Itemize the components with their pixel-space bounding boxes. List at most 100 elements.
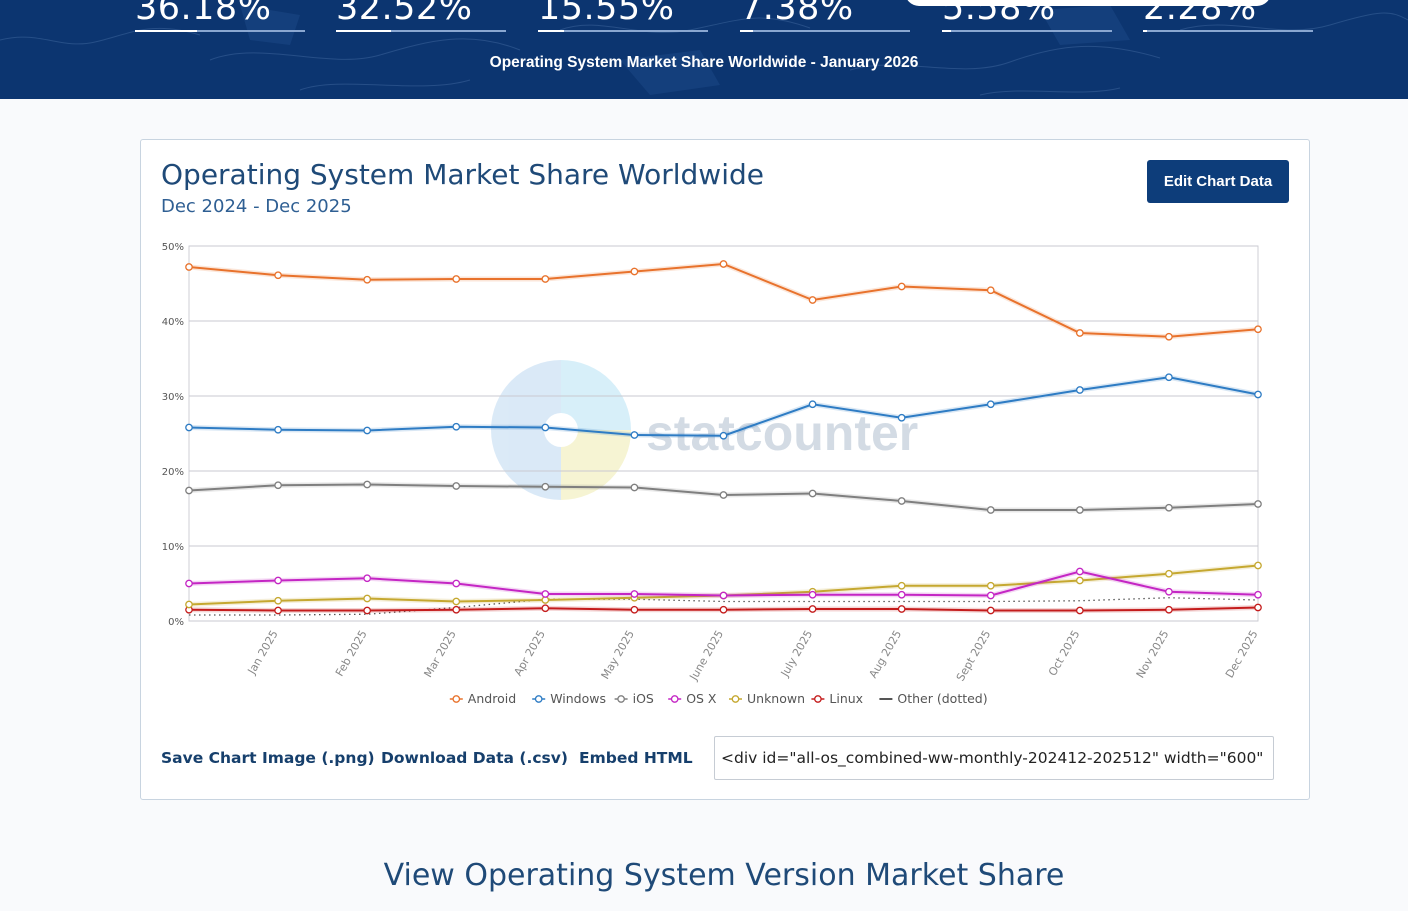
data-point[interactable] bbox=[185, 423, 193, 432]
data-point[interactable] bbox=[1075, 576, 1084, 585]
data-point[interactable] bbox=[897, 590, 906, 599]
data-point[interactable] bbox=[185, 600, 193, 609]
legend-item-other-dotted[interactable]: Other (dotted) bbox=[879, 691, 988, 706]
data-point[interactable] bbox=[1254, 603, 1262, 612]
legend-label: Windows bbox=[550, 691, 606, 706]
data-point[interactable] bbox=[1254, 561, 1262, 570]
data-point[interactable] bbox=[363, 606, 372, 615]
data-point[interactable] bbox=[897, 581, 906, 590]
data-point[interactable] bbox=[452, 275, 461, 283]
legend-marker bbox=[731, 695, 740, 703]
stat-2-value: 32.52% bbox=[336, 0, 473, 28]
data-point[interactable] bbox=[1075, 329, 1084, 337]
y-tick-label: 40% bbox=[162, 317, 184, 328]
y-tick-label: 50% bbox=[162, 242, 184, 253]
data-point[interactable] bbox=[274, 425, 282, 434]
chart-panel: statcounter 0% 10% 20% 30% 40% 50% Jan 2025 Fe… bbox=[140, 139, 1310, 800]
data-point[interactable] bbox=[986, 591, 995, 600]
legend-item-unknown[interactable]: Unknown bbox=[729, 691, 805, 706]
legend-label: Unknown bbox=[747, 691, 805, 706]
data-point[interactable] bbox=[630, 267, 639, 276]
embed-html-link[interactable]: Embed HTML bbox=[579, 749, 693, 767]
stat-5: 5.58% bbox=[942, 0, 1112, 32]
x-tick-label: Aug 2025 bbox=[867, 628, 905, 680]
data-point[interactable] bbox=[1254, 390, 1262, 399]
data-point[interactable] bbox=[1075, 606, 1084, 615]
legend-item-linux[interactable]: Linux bbox=[811, 691, 863, 706]
legend-label: Android bbox=[468, 691, 516, 706]
data-point[interactable] bbox=[1165, 569, 1173, 578]
data-point[interactable] bbox=[541, 275, 550, 283]
data-point[interactable] bbox=[1165, 373, 1173, 382]
data-point[interactable] bbox=[452, 579, 461, 588]
data-point[interactable] bbox=[897, 413, 906, 422]
data-point[interactable] bbox=[541, 604, 550, 613]
data-point[interactable] bbox=[719, 605, 728, 614]
data-point[interactable] bbox=[452, 482, 461, 490]
data-point[interactable] bbox=[541, 590, 550, 598]
header-banner: 36.18% 32.52% 15.55% 7.38% 5.58% 2.28% O… bbox=[0, 0, 1408, 99]
data-point[interactable] bbox=[363, 275, 372, 284]
legend-marker bbox=[814, 695, 822, 703]
data-point[interactable] bbox=[808, 400, 817, 409]
data-point[interactable] bbox=[719, 491, 728, 499]
data-point[interactable] bbox=[363, 574, 372, 583]
data-point[interactable] bbox=[363, 594, 372, 603]
data-point[interactable] bbox=[1165, 605, 1173, 614]
legend-item-android[interactable]: Android bbox=[449, 691, 516, 706]
data-point[interactable] bbox=[630, 590, 639, 598]
data-point[interactable] bbox=[1254, 325, 1262, 334]
legend-item-ios[interactable]: iOS bbox=[614, 691, 654, 706]
data-point[interactable] bbox=[274, 606, 282, 615]
data-point[interactable] bbox=[630, 605, 639, 614]
data-point[interactable] bbox=[897, 282, 906, 291]
data-point[interactable] bbox=[630, 431, 639, 439]
data-point[interactable] bbox=[541, 423, 550, 432]
data-point[interactable] bbox=[274, 271, 282, 280]
data-point[interactable] bbox=[897, 497, 906, 505]
data-point[interactable] bbox=[986, 286, 995, 295]
data-point[interactable] bbox=[185, 579, 193, 588]
data-point[interactable] bbox=[452, 597, 461, 606]
data-point[interactable] bbox=[185, 486, 193, 495]
embed-code-field[interactable] bbox=[714, 736, 1274, 780]
data-point[interactable] bbox=[808, 590, 817, 599]
edit-chart-data-button[interactable]: Edit Chart Data bbox=[1147, 160, 1289, 203]
data-point[interactable] bbox=[719, 431, 728, 440]
y-tick-label: 0% bbox=[168, 617, 184, 628]
data-point[interactable] bbox=[719, 591, 728, 600]
legend-item-os-x[interactable]: OS X bbox=[668, 691, 717, 706]
data-point[interactable] bbox=[808, 489, 817, 498]
data-point[interactable] bbox=[986, 506, 995, 514]
data-point[interactable] bbox=[1165, 332, 1173, 341]
data-point[interactable] bbox=[986, 581, 995, 590]
data-point[interactable] bbox=[808, 296, 817, 304]
data-point[interactable] bbox=[541, 482, 550, 491]
data-point[interactable] bbox=[1165, 587, 1173, 596]
data-point[interactable] bbox=[630, 483, 639, 492]
x-tick-label: Feb 2025 bbox=[333, 628, 370, 679]
save-chart-image-link[interactable]: Save Chart Image (.png) bbox=[161, 749, 375, 767]
data-point[interactable] bbox=[452, 422, 461, 431]
data-point[interactable] bbox=[719, 260, 728, 268]
data-point[interactable] bbox=[986, 400, 995, 409]
x-tick-label: May 2025 bbox=[599, 628, 637, 681]
data-point[interactable] bbox=[808, 605, 817, 613]
data-point[interactable] bbox=[986, 606, 995, 615]
download-data-link[interactable]: Download Data (.csv) bbox=[381, 749, 568, 767]
data-point[interactable] bbox=[897, 605, 906, 613]
data-point[interactable] bbox=[363, 480, 372, 489]
data-point[interactable] bbox=[1075, 567, 1084, 576]
data-point[interactable] bbox=[1254, 500, 1262, 508]
legend-item-windows[interactable]: Windows bbox=[532, 691, 606, 706]
data-point[interactable] bbox=[274, 596, 282, 605]
data-point[interactable] bbox=[452, 605, 461, 614]
data-point[interactable] bbox=[1254, 590, 1262, 599]
data-point[interactable] bbox=[274, 576, 282, 585]
data-point[interactable] bbox=[1075, 506, 1084, 514]
data-point[interactable] bbox=[363, 426, 372, 435]
data-point[interactable] bbox=[1075, 386, 1084, 394]
data-point[interactable] bbox=[274, 481, 282, 490]
data-point[interactable] bbox=[185, 263, 193, 271]
data-point[interactable] bbox=[1165, 503, 1173, 512]
